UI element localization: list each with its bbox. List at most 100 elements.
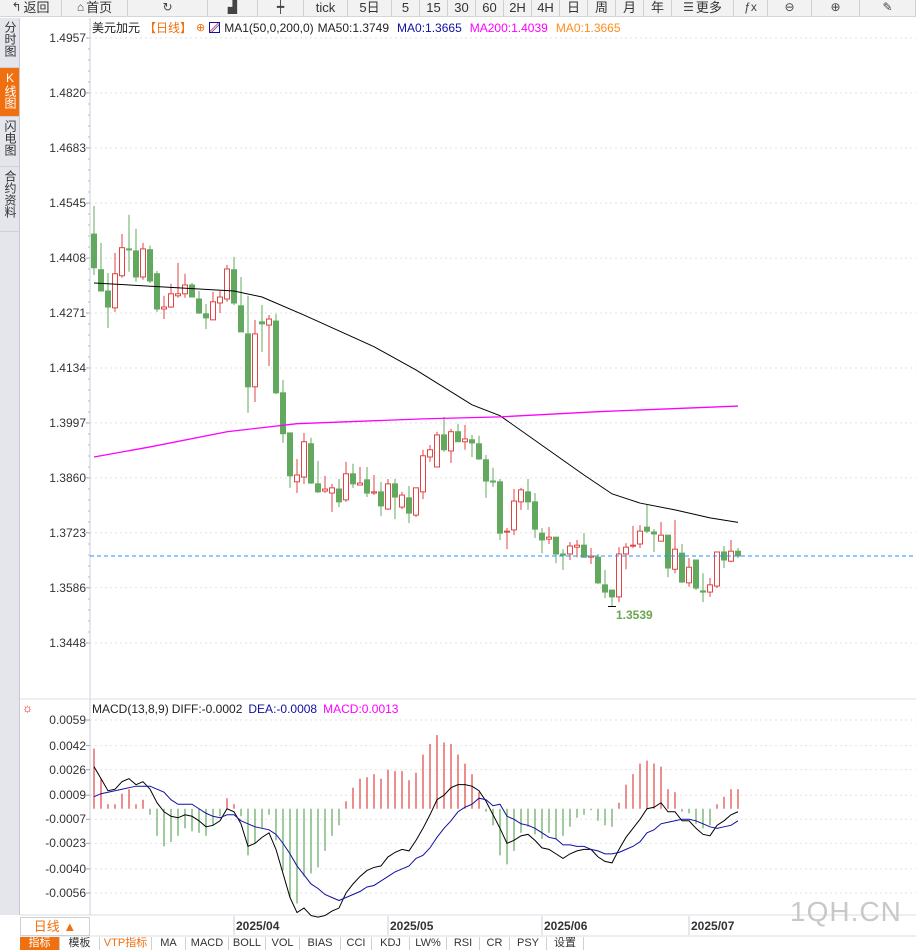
period-日-button[interactable]: 日 <box>560 0 588 16</box>
pen-icon: ✎ <box>882 0 893 14</box>
toolbar-label: 首页 <box>86 0 113 15</box>
candlestick-button[interactable]: ┿ <box>258 0 304 16</box>
period-label[interactable]: 【日线】 <box>144 21 193 35</box>
period-60-button[interactable]: 60 <box>476 0 504 16</box>
price-tick-label: 1.3723 <box>49 525 86 540</box>
indicator-tab-bias[interactable]: BIAS <box>300 937 341 950</box>
zoom-out-button[interactable]: ⊖ <box>768 0 812 16</box>
indicator-tab-cr[interactable]: CR <box>480 937 510 950</box>
diff-line <box>93 766 739 918</box>
menu-button[interactable]: ☰ 更多 <box>672 0 734 16</box>
indicator-name: MA1(50,0,200,0) <box>224 20 314 35</box>
candle-down <box>273 320 279 394</box>
candle-down <box>651 531 657 535</box>
candle-up <box>385 483 391 510</box>
candle-up <box>266 318 272 326</box>
period-2H-button[interactable]: 2H <box>504 0 532 16</box>
back-arrow-icon: ↰ <box>11 0 22 14</box>
candle-up <box>637 530 643 545</box>
candle-down <box>693 559 699 589</box>
period-4H-button[interactable]: 4H <box>532 0 560 16</box>
symbol-name: 美元加元 <box>92 21 141 35</box>
period-tick-button[interactable]: tick <box>304 0 348 16</box>
refresh-button[interactable]: ↻ <box>128 0 208 16</box>
dea-line <box>93 785 739 902</box>
candle-down <box>483 459 489 482</box>
indicator-tab-指标[interactable]: 指标 <box>20 937 60 950</box>
indicator-tab-设置[interactable]: 设置 <box>547 937 584 950</box>
period-5日-button[interactable]: 5日 <box>348 0 392 16</box>
candle-up <box>511 500 517 531</box>
candle-up <box>224 268 230 300</box>
toolbar-label: 周 <box>594 0 608 15</box>
candle-down <box>364 479 370 494</box>
indicator-tab-rsi[interactable]: RSI <box>447 937 480 950</box>
macd-legend: MACD(13,8,9) DIFF:-0.0002 DEA:-0.0008 MA… <box>92 702 398 716</box>
candle-up <box>623 546 629 555</box>
candle-down <box>665 534 671 569</box>
toolbar-label: 年 <box>650 0 664 15</box>
macd-settings-icon[interactable]: ☼ <box>22 701 33 715</box>
candle-up <box>567 545 573 555</box>
back-arrow-button[interactable]: ↰ 返回 <box>0 0 62 16</box>
home-button[interactable]: ⌂ 首页 <box>62 0 128 16</box>
price-tick-label: 1.4820 <box>49 85 86 100</box>
candle-up <box>707 584 713 593</box>
price-tick-label: 1.3586 <box>49 580 86 595</box>
candle-down <box>735 550 741 557</box>
toolbar-label: 2H <box>509 0 526 15</box>
period-月-button[interactable]: 月 <box>616 0 644 16</box>
indicator-tab-cci[interactable]: CCI <box>341 937 372 950</box>
price-tick-label: 1.4134 <box>49 360 86 375</box>
indicator-tab-boll[interactable]: BOLL <box>229 937 266 950</box>
function-button[interactable]: ƒx <box>734 0 768 16</box>
candle-down <box>308 443 314 484</box>
period-30-button[interactable]: 30 <box>448 0 476 16</box>
sidebar-tab-2[interactable]: 闪电图 <box>0 117 19 167</box>
indicator-tab-kdj[interactable]: KDJ <box>372 937 410 950</box>
period-5-button[interactable]: 5 <box>392 0 420 16</box>
indicator-tab-模板[interactable]: 模板 <box>60 937 100 950</box>
indicator-tab-vtp指标[interactable]: VTP指标 <box>100 937 152 950</box>
candle-down <box>245 333 251 388</box>
bar-chart-button[interactable]: ▟ <box>208 0 258 16</box>
indicator-tab-lwpct[interactable]: LW% <box>410 937 447 950</box>
zoom-in-icon: ⊕ <box>830 0 841 14</box>
price-tick-label: 1.4957 <box>49 31 86 45</box>
period-low-label: 1.3539 <box>616 607 653 622</box>
candle-down <box>287 432 293 477</box>
sidebar-tab-0[interactable]: 分时图 <box>0 18 19 68</box>
bar-chart-icon: ▟ <box>227 0 238 14</box>
indicator-tab-ma[interactable]: MA <box>152 937 186 950</box>
sidebar-tab-3[interactable]: 合约资料 <box>0 167 19 232</box>
candle-down <box>581 544 587 558</box>
candle-up <box>140 248 146 278</box>
sidebar-tab-1[interactable]: K线图 <box>0 68 19 117</box>
macd-tick-label: -0.0007 <box>45 812 86 827</box>
candle-down <box>644 526 650 532</box>
macd-tick-label: -0.0023 <box>45 836 86 851</box>
toolbar: ↰ 返回 ⌂ 首页 ↻ ▟ ┿ tick 5日 5 15 30 60 2H 4H 日周月年 ☰ 更多 ƒx ⊖ ⊕ ✎ <box>0 0 916 17</box>
period-年-button[interactable]: 年 <box>644 0 672 16</box>
indicator-tab-vol[interactable]: VOL <box>266 937 300 950</box>
candle-down <box>406 497 412 514</box>
candle-down <box>378 491 384 507</box>
candle-up <box>504 530 510 533</box>
period-selector[interactable]: 日线 ▲ <box>20 917 90 936</box>
candle-up <box>672 548 678 570</box>
period-15-button[interactable]: 15 <box>420 0 448 16</box>
candle-up <box>574 544 580 548</box>
candle-down <box>497 481 503 534</box>
legend-toggle-icon[interactable]: ⊕ <box>196 22 206 34</box>
candle-up <box>175 293 181 297</box>
period-周-button[interactable]: 周 <box>588 0 616 16</box>
zoom-in-button[interactable]: ⊕ <box>812 0 860 16</box>
refresh-icon: ↻ <box>162 0 173 14</box>
price-tick-label: 1.4408 <box>49 251 86 266</box>
indicator-icon[interactable] <box>209 22 221 33</box>
candle-down <box>455 431 461 443</box>
indicator-tab-psy[interactable]: PSY <box>510 937 547 950</box>
candle-up <box>448 431 454 452</box>
indicator-tab-macd[interactable]: MACD <box>186 937 229 950</box>
